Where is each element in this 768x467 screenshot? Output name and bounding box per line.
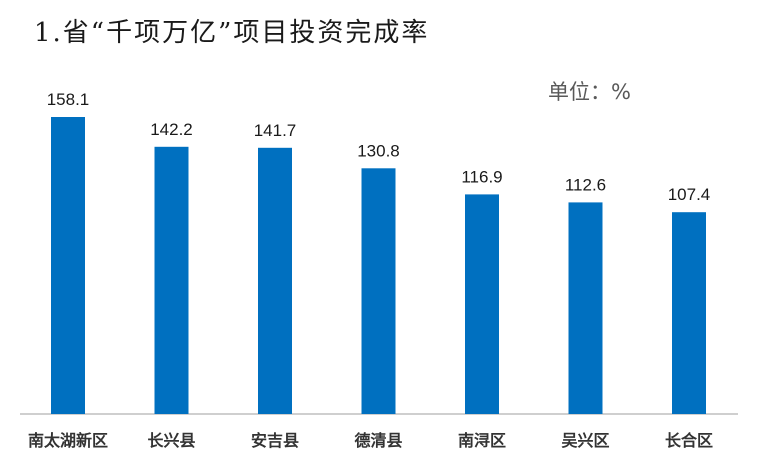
bar-value-label-3: 130.8 (357, 141, 400, 160)
category-label-3: 德清县 (354, 431, 402, 450)
bar-value-label-6: 107.4 (668, 185, 711, 204)
category-label-1: 长兴县 (147, 431, 195, 450)
category-label-2: 安吉县 (251, 431, 299, 450)
bar-6 (672, 212, 706, 414)
bar-2 (258, 147, 292, 415)
bar-value-label-4: 116.9 (461, 167, 502, 186)
bar-3 (361, 168, 396, 414)
bar-value-label-1: 142.2 (150, 120, 193, 139)
bar-4 (465, 194, 499, 414)
unit-label: 单位：% (548, 80, 631, 104)
category-label-5: 吴兴区 (561, 431, 609, 450)
bar-value-label-2: 141.7 (254, 121, 297, 140)
chart-title: 1.省“千项万亿”项目投资完成率 (34, 18, 430, 48)
bar-5 (568, 202, 603, 414)
bar-1 (154, 146, 189, 415)
bar-value-label-0: 158.1 (47, 90, 90, 109)
bar-value-label-5: 112.6 (565, 175, 606, 194)
category-label-0: 南太湖新区 (28, 431, 108, 450)
category-label-4: 南浔区 (458, 431, 506, 450)
category-label-6: 长合区 (665, 431, 713, 450)
bar-0 (51, 117, 85, 414)
